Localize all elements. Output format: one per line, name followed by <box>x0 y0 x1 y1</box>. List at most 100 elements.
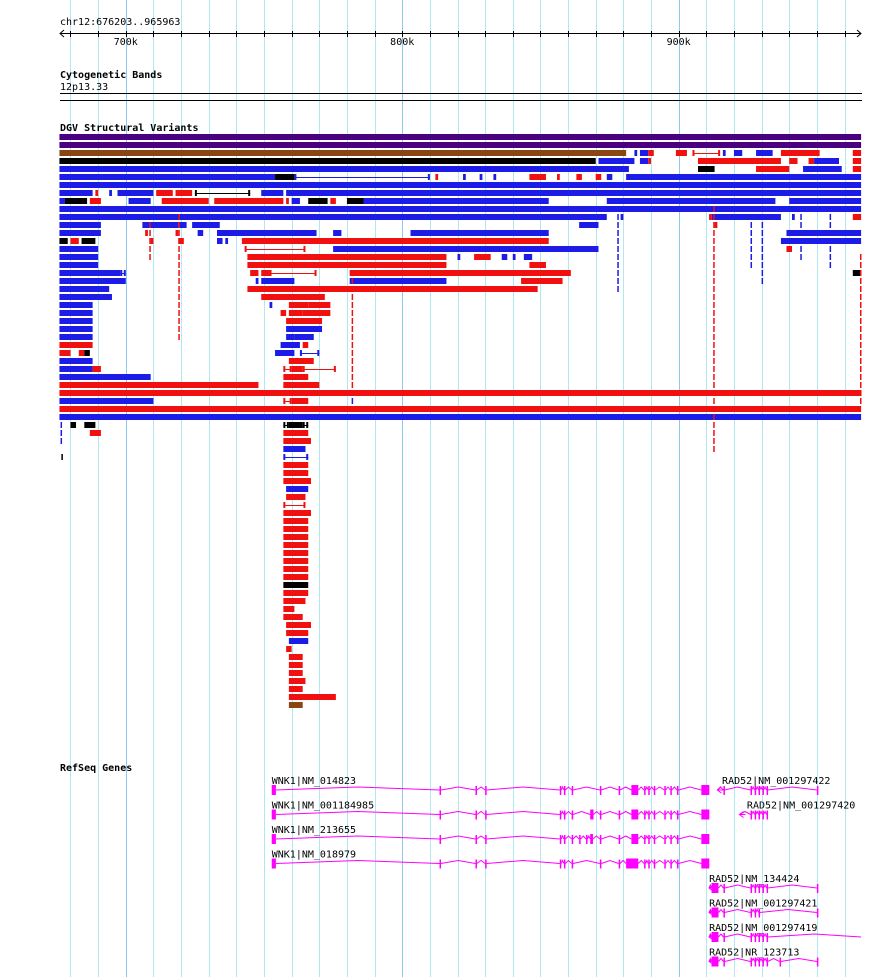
structural-variant[interactable] <box>617 262 619 268</box>
structural-variant[interactable] <box>852 214 862 220</box>
structural-variant[interactable] <box>286 190 862 196</box>
structural-variant[interactable] <box>261 294 325 300</box>
structural-variant[interactable] <box>829 230 832 236</box>
structural-variant[interactable] <box>305 398 309 404</box>
structural-variant[interactable] <box>761 214 764 220</box>
structural-variant[interactable] <box>713 214 715 220</box>
structural-variant[interactable] <box>59 142 862 148</box>
gene-transcript[interactable]: RAD52|NM_001297422 <box>716 776 830 795</box>
structural-variant[interactable] <box>351 366 354 372</box>
structural-variant[interactable] <box>156 190 173 196</box>
structural-variant[interactable] <box>261 278 295 284</box>
structural-variant[interactable] <box>617 254 619 260</box>
structural-variant[interactable] <box>808 158 815 164</box>
structural-variant[interactable] <box>288 694 336 700</box>
structural-variant[interactable] <box>761 270 764 276</box>
structural-variant[interactable] <box>280 342 300 348</box>
structural-variant[interactable] <box>283 422 289 428</box>
structural-variant[interactable] <box>283 550 309 556</box>
structural-variant[interactable] <box>283 438 311 444</box>
structural-variant[interactable] <box>59 182 862 188</box>
structural-variant[interactable] <box>59 166 629 172</box>
structural-variant[interactable] <box>283 374 309 380</box>
structural-variant[interactable] <box>634 150 638 156</box>
structural-variant[interactable] <box>713 358 715 364</box>
structural-variant[interactable] <box>175 190 193 196</box>
structural-variant[interactable] <box>363 198 411 204</box>
structural-variant[interactable] <box>283 446 306 452</box>
structural-variant[interactable] <box>283 614 303 620</box>
structural-variant[interactable] <box>648 150 654 156</box>
structural-variant[interactable] <box>761 262 764 268</box>
structural-variant[interactable] <box>286 318 323 324</box>
structural-variant[interactable] <box>59 206 862 212</box>
structural-variant[interactable] <box>59 134 862 140</box>
structural-variant[interactable] <box>308 198 328 204</box>
structural-variant[interactable] <box>713 382 715 388</box>
structural-variant[interactable] <box>713 262 715 268</box>
structural-variant[interactable] <box>175 230 179 236</box>
structural-variant[interactable] <box>800 206 802 212</box>
structural-variant[interactable] <box>178 262 180 268</box>
structural-variant[interactable] <box>639 150 649 156</box>
structural-variant[interactable] <box>713 230 715 236</box>
structural-variant[interactable] <box>713 206 715 212</box>
structural-variant[interactable] <box>283 366 292 372</box>
structural-variant[interactable] <box>722 150 726 156</box>
structural-variant[interactable] <box>617 270 619 276</box>
structural-variant[interactable] <box>286 334 295 340</box>
structural-variant[interactable] <box>283 606 295 612</box>
structural-variant[interactable] <box>280 310 287 316</box>
structural-variant[interactable] <box>713 446 715 452</box>
structural-variant[interactable] <box>713 222 715 228</box>
structural-variant[interactable] <box>299 350 320 356</box>
structural-variant[interactable] <box>713 398 715 404</box>
structural-variant[interactable] <box>84 422 96 428</box>
structural-variant[interactable] <box>178 222 180 228</box>
structural-variant[interactable] <box>346 198 364 204</box>
structural-variant[interactable] <box>859 262 862 268</box>
structural-variant[interactable] <box>59 230 101 236</box>
structural-variant[interactable] <box>761 278 764 284</box>
structural-variant[interactable] <box>60 430 63 436</box>
structural-variant[interactable] <box>286 622 311 628</box>
structural-variant[interactable] <box>178 238 180 244</box>
structural-variant[interactable] <box>247 286 538 292</box>
structural-variant[interactable] <box>247 262 447 268</box>
structural-variant[interactable] <box>786 246 792 252</box>
structural-variant[interactable] <box>247 254 447 260</box>
structural-variant[interactable] <box>330 198 336 204</box>
track-title-cytoband[interactable]: Cytogenetic Bands <box>60 69 162 81</box>
structural-variant[interactable] <box>800 230 802 236</box>
structural-variant[interactable] <box>288 310 303 316</box>
structural-variant[interactable] <box>283 526 309 532</box>
structural-variant[interactable] <box>859 366 862 372</box>
structural-variant[interactable] <box>351 294 354 300</box>
structural-variant[interactable] <box>333 246 599 252</box>
structural-variant[interactable] <box>713 422 715 428</box>
structural-variant[interactable] <box>149 238 151 244</box>
structural-variant[interactable] <box>859 334 862 340</box>
gene-transcript[interactable]: RAD52|NM_134424 <box>708 874 819 893</box>
structural-variant[interactable] <box>829 262 832 268</box>
structural-variant[interactable] <box>713 254 715 260</box>
structural-variant[interactable] <box>286 646 292 652</box>
structural-variant[interactable] <box>529 262 546 268</box>
structural-variant[interactable] <box>859 310 862 316</box>
structural-variant[interactable] <box>149 254 151 260</box>
structural-variant[interactable] <box>78 350 85 356</box>
structural-variant[interactable] <box>109 190 112 196</box>
structural-variant[interactable] <box>598 158 635 164</box>
structural-variant[interactable] <box>351 270 354 276</box>
structural-variant[interactable] <box>59 358 93 364</box>
structural-variant[interactable] <box>59 246 99 252</box>
gene-transcript[interactable]: WNK1|NM_001184985 <box>271 801 710 820</box>
gene-transcript[interactable]: WNK1|NM_213655 <box>271 825 710 844</box>
structural-variant[interactable] <box>59 174 276 180</box>
structural-variant[interactable] <box>595 174 602 180</box>
structural-variant[interactable] <box>288 302 309 308</box>
structural-variant[interactable] <box>59 270 121 276</box>
structural-variant[interactable] <box>523 254 533 260</box>
structural-variant[interactable] <box>750 222 753 228</box>
structural-variant[interactable] <box>59 198 65 204</box>
